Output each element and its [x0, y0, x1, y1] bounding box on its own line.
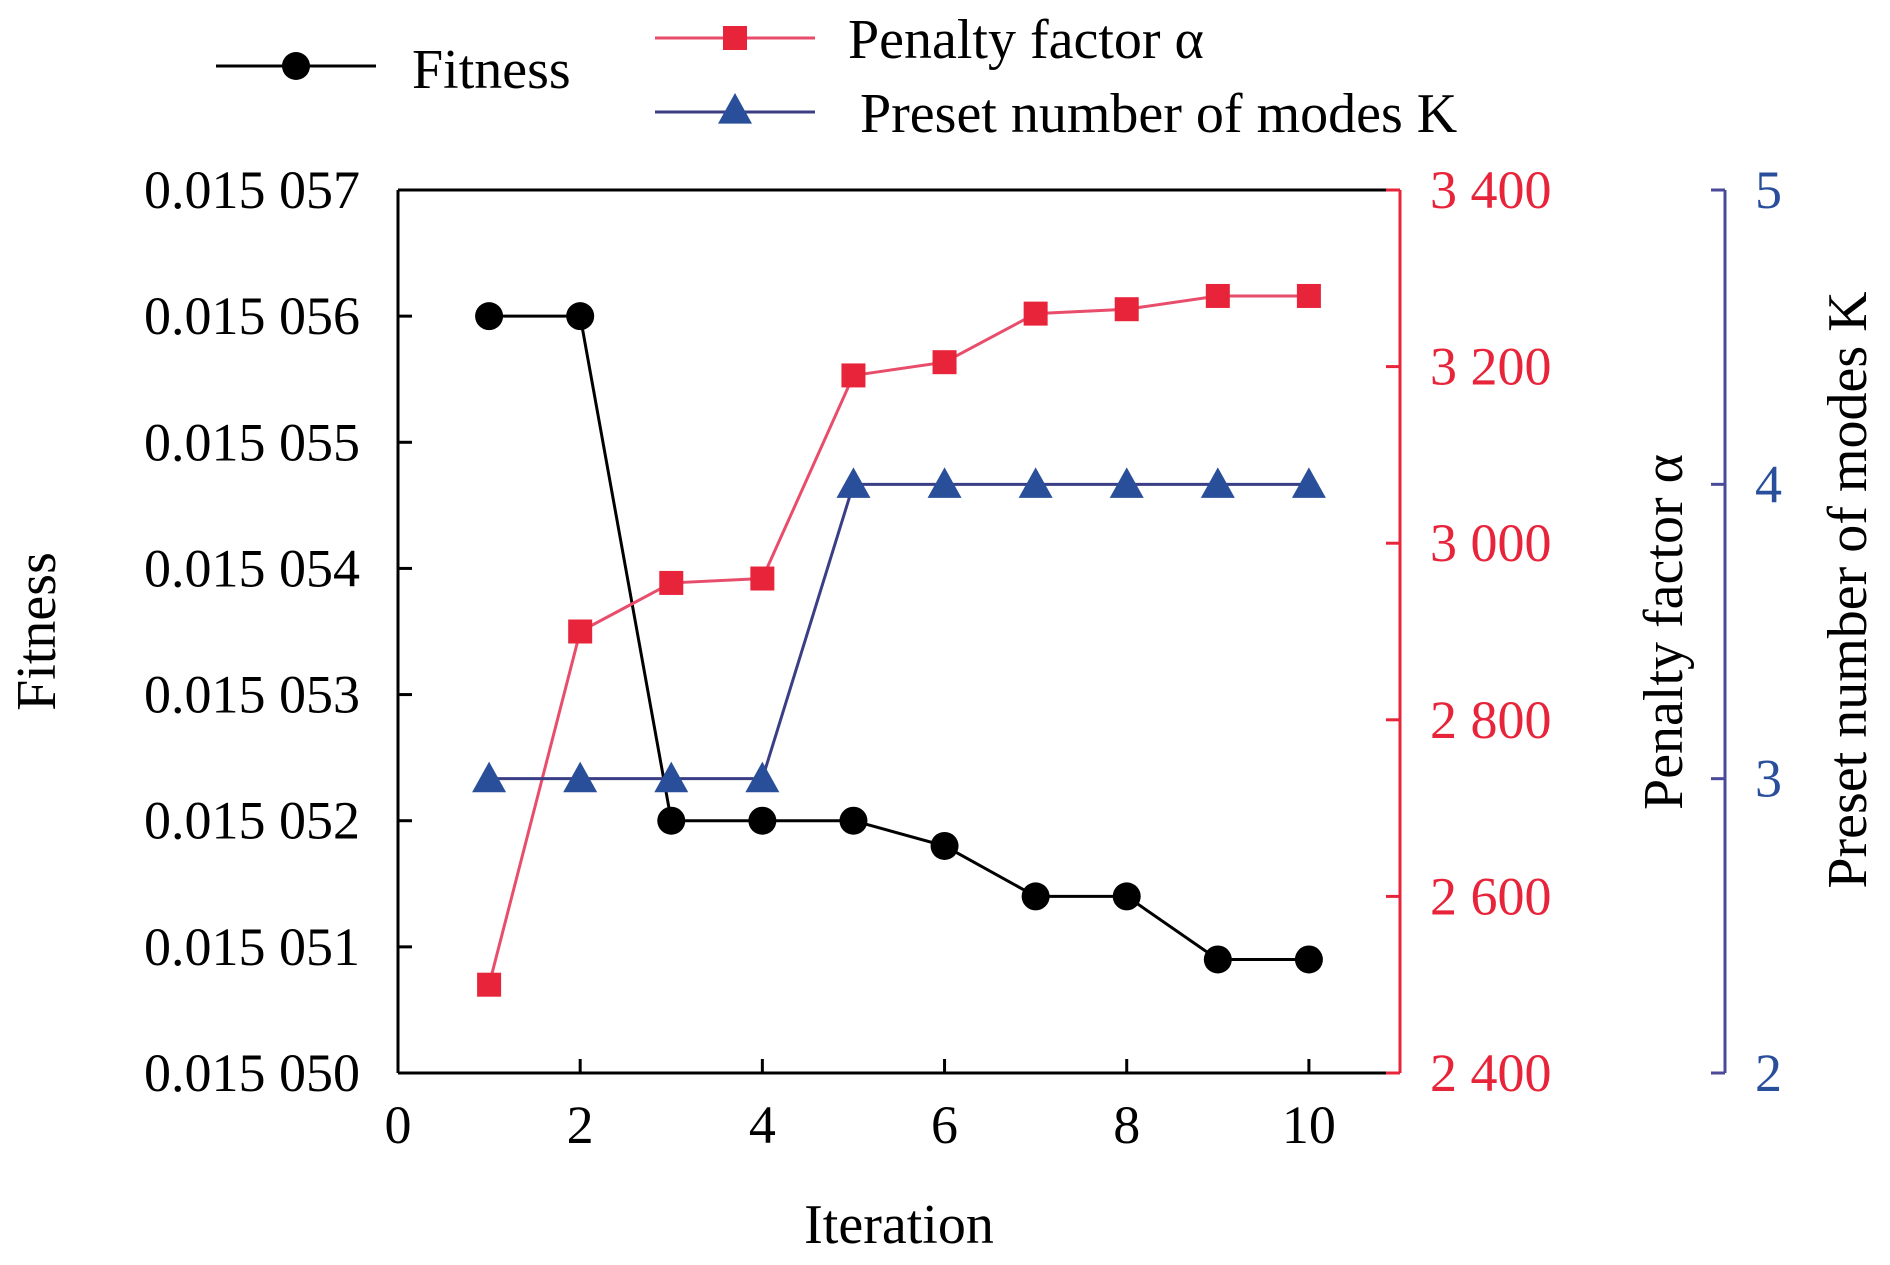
y-axis-title: Fitness: [6, 552, 68, 711]
legend: Fitness Penalty factor α Preset number of …: [216, 9, 1457, 145]
y3-tick-label: 2: [1755, 1043, 1782, 1103]
data-point-square: [932, 350, 957, 375]
data-point-triangle: [836, 467, 871, 498]
data-point-triangle: [1291, 467, 1326, 498]
data-point-square: [659, 570, 684, 595]
y-tick-label: 0.015 055: [144, 412, 360, 472]
y3-axis-title: Preset number of modes K: [1817, 291, 1879, 888]
y3-tick-label: 3: [1755, 749, 1782, 809]
data-point-square: [477, 972, 502, 997]
data-point-circle: [839, 806, 868, 835]
y-tick-label: 0.015 050: [144, 1043, 360, 1103]
data-point-triangle: [927, 467, 962, 498]
y2-tick-label: 2 800: [1430, 690, 1552, 750]
series-lines: [487, 294, 1309, 986]
x-tick-label: 6: [931, 1095, 958, 1155]
data-point-circle: [1112, 882, 1141, 911]
data-point-circle: [748, 806, 777, 835]
data-point-square: [750, 566, 775, 591]
y-tick-label: 0.015 057: [144, 160, 360, 220]
legend-label-fitness: Fitness: [412, 39, 571, 101]
data-point-circle: [930, 831, 959, 860]
y-tick-label: 0.015 056: [144, 286, 360, 346]
data-point-square: [841, 363, 866, 388]
x-tick-label: 2: [567, 1095, 594, 1155]
legend-label-modes: Preset number of modes K: [860, 83, 1457, 145]
legend-marker-triangle: [718, 93, 752, 124]
y2-tick-label: 2 600: [1430, 866, 1552, 926]
legend-marker-circle: [282, 52, 310, 80]
axes-group: 0 2 4 6 8 10 Iteration 0.015 050 0.015 051 0.015 …: [6, 160, 1879, 1256]
data-point-circle: [1021, 882, 1050, 911]
series-line-square: [487, 294, 1309, 986]
data-point-square: [568, 619, 593, 644]
x-tick-label: 10: [1282, 1095, 1336, 1155]
series-line-triangle: [489, 482, 1309, 781]
data-point-circle: [475, 302, 504, 331]
y3-tick-label: 4: [1755, 454, 1782, 514]
legend-marker-square: [723, 26, 747, 50]
x-tick-label: 4: [749, 1095, 776, 1155]
x-tick-label: 8: [1113, 1095, 1140, 1155]
y2-tick-label: 3 400: [1430, 160, 1552, 220]
y-tick-label: 0.015 054: [144, 538, 360, 598]
y-tick-label: 0.015 052: [144, 791, 360, 851]
data-point-triangle: [745, 761, 780, 793]
series-markers: [472, 283, 1326, 997]
data-point-circle: [566, 302, 595, 331]
data-point-circle: [657, 806, 686, 835]
data-point-square: [1205, 283, 1230, 308]
data-point-triangle: [1200, 467, 1235, 498]
y2-tick-label: 3 200: [1430, 337, 1552, 397]
data-point-square: [1023, 301, 1048, 326]
data-point-square: [1296, 283, 1321, 308]
y-tick-label: 0.015 051: [144, 917, 360, 977]
y2-axis-title: Penalty factor α: [1633, 454, 1695, 810]
data-point-circle: [1203, 945, 1232, 974]
data-point-triangle: [472, 761, 507, 793]
y2-tick-label: 2 400: [1430, 1043, 1552, 1103]
data-point-triangle: [654, 761, 689, 793]
x-tick-label: 0: [385, 1095, 412, 1155]
y-tick-label: 0.015 053: [144, 665, 360, 725]
x-axis-title: Iteration: [804, 1194, 994, 1256]
data-point-triangle: [1018, 467, 1053, 498]
legend-label-penalty: Penalty factor α: [848, 9, 1204, 71]
data-point-triangle: [563, 761, 598, 793]
y2-tick-label: 3 000: [1430, 513, 1552, 573]
y3-tick-label: 5: [1755, 160, 1782, 220]
data-point-circle: [1294, 945, 1323, 974]
series-line-circle: [489, 314, 1309, 961]
data-point-square: [1114, 297, 1139, 322]
data-point-triangle: [1109, 467, 1144, 498]
